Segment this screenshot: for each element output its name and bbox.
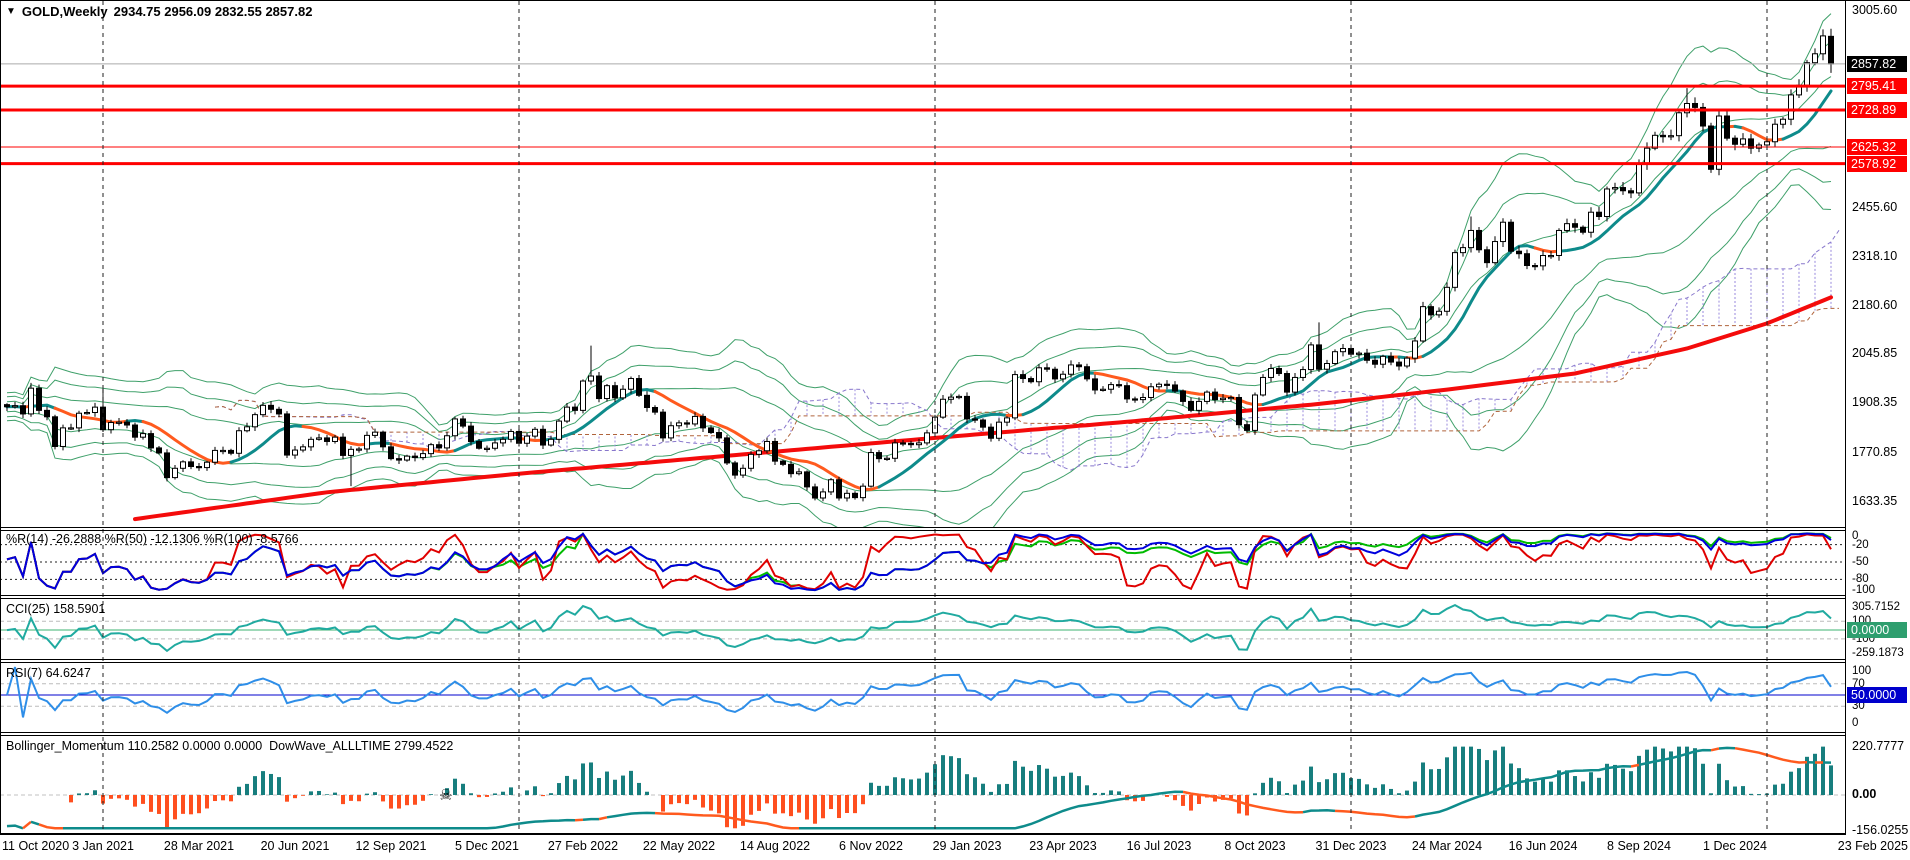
price-tick-label: 2045.85 bbox=[1852, 346, 1898, 361]
wpr-pane bbox=[0, 531, 1845, 592]
time-tick-label: 6 Nov 2022 bbox=[839, 839, 903, 853]
time-tick-label: 8 Oct 2023 bbox=[1224, 839, 1286, 853]
wpr-axis-label: -20 bbox=[1852, 538, 1869, 551]
cci-pane bbox=[0, 603, 1845, 653]
rsi-axis-label: 100 bbox=[1852, 665, 1872, 677]
time-tick-label: 28 Mar 2021 bbox=[163, 839, 235, 853]
wpr-axis-label: -100 bbox=[1852, 584, 1876, 596]
rsi-pane bbox=[0, 666, 1845, 718]
symbol-period-label: GOLD,Weekly bbox=[21, 4, 108, 19]
time-tick-label: 5 Dec 2021 bbox=[455, 839, 519, 853]
price-tick-label: 2455.60 bbox=[1852, 199, 1898, 214]
rsi-axis-label: 70 bbox=[1852, 677, 1865, 690]
price-badge: 2578.92 bbox=[1847, 155, 1907, 172]
time-tick-label: 8 Sep 2024 bbox=[1607, 839, 1671, 853]
price-badge: 0.0000 bbox=[1847, 622, 1907, 639]
chart-title-row: ▼ GOLD,Weekly 2934.75 2956.09 2832.55 28… bbox=[6, 4, 312, 19]
ohlc-values: 2934.75 2956.09 2832.55 2857.82 bbox=[113, 4, 313, 19]
price-tick-label: 1908.35 bbox=[1852, 395, 1898, 410]
time-tick-label: 27 Feb 2022 bbox=[547, 839, 619, 853]
price-tick-label: 1633.35 bbox=[1852, 493, 1898, 508]
time-tick-label: 23 Feb 2025 bbox=[1837, 839, 1908, 853]
momentum-axis-label: 220.7777 bbox=[1852, 739, 1905, 753]
momentum-axis-label: -156.0255 bbox=[1852, 822, 1909, 837]
cci-axis-label: -259.1873 bbox=[1852, 647, 1904, 659]
time-tick-label: 11 Oct 2020 bbox=[2, 839, 70, 853]
time-tick-label: 14 Aug 2022 bbox=[739, 839, 811, 853]
time-tick-label: 29 Jan 2023 bbox=[932, 839, 1002, 853]
time-tick-label: 16 Jun 2024 bbox=[1508, 839, 1578, 853]
price-axis[interactable]: 3005.60 2455.60 2318.10 2180.60 2045.85 1908.… bbox=[1846, 1, 1910, 837]
time-tick-label: 16 Jul 2023 bbox=[1126, 839, 1192, 853]
time-tick-label: 20 Jun 2021 bbox=[260, 839, 330, 853]
momentum-axis-label: 0.00 bbox=[1852, 787, 1877, 801]
candles bbox=[4, 28, 1834, 502]
time-tick-label: 22 May 2022 bbox=[642, 839, 716, 853]
skull-marker-icon: ☠ bbox=[439, 787, 453, 804]
price-tick-label: 1770.85 bbox=[1852, 444, 1898, 459]
price-badge: 2728.89 bbox=[1847, 101, 1907, 118]
price-badge: 2625.32 bbox=[1847, 139, 1907, 155]
wpr-axis-label: -50 bbox=[1852, 556, 1869, 568]
price-tick-label: 2318.10 bbox=[1852, 248, 1898, 263]
wpr-pane-label: %R(14) -26.2888 %R(50) -12.1306 %R(100) … bbox=[6, 532, 299, 546]
main-pane bbox=[5, 13, 1840, 527]
wpr-axis-label: -80 bbox=[1852, 573, 1869, 586]
momentum-pane-label: Bollinger_Momentum 110.2582 0.0000 0.000… bbox=[6, 739, 454, 753]
price-tick-label: 3005.60 bbox=[1852, 3, 1898, 17]
rsi-axis-label: 0 bbox=[1852, 717, 1859, 729]
time-tick-label: 23 Apr 2023 bbox=[1029, 839, 1097, 853]
cci-pane-label: CCI(25) 158.5901 bbox=[6, 602, 106, 616]
price-badge: 50.0000 bbox=[1847, 687, 1907, 703]
time-tick-label: 24 Mar 2024 bbox=[1411, 839, 1483, 853]
time-tick-label: 31 Dec 2023 bbox=[1315, 839, 1387, 853]
rsi-axis-label: 30 bbox=[1852, 700, 1865, 713]
rsi-pane-label: RSI(7) 64.6247 bbox=[6, 666, 91, 680]
time-axis[interactable]: 11 Oct 2020 3 Jan 2021 28 Mar 2021 20 Jun 2… bbox=[0, 837, 1910, 859]
cci-axis-label: 305.7152 bbox=[1852, 601, 1900, 613]
momentum-pane bbox=[0, 746, 1845, 830]
price-tick-label: 2180.60 bbox=[1852, 298, 1898, 313]
time-tick-label: 3 Jan 2021 bbox=[72, 839, 134, 853]
time-tick-label: 12 Sep 2021 bbox=[355, 839, 427, 853]
price-badge: 2857.82 bbox=[1847, 55, 1907, 72]
wpr-axis-label: 0 bbox=[1852, 530, 1859, 542]
time-tick-label: 1 Dec 2024 bbox=[1703, 839, 1767, 853]
price-badge: 2795.41 bbox=[1847, 78, 1907, 95]
symbol-dropdown-icon[interactable]: ▼ bbox=[6, 6, 16, 17]
